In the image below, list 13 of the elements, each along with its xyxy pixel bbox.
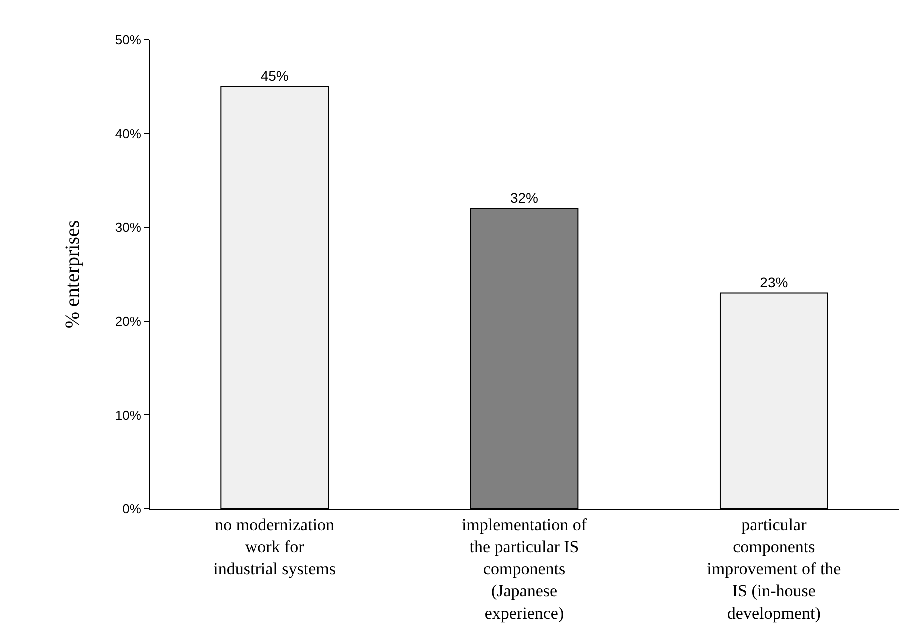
y-tick-label: 30% — [115, 220, 142, 236]
x-tick-label: implementation of the particular IS components (Japanese experience) — [462, 515, 588, 623]
x-tick-label: no modernization work for industrial systems — [214, 515, 336, 579]
y-tick-label: 10% — [115, 408, 142, 423]
y-tick-label: 0% — [122, 502, 142, 517]
data-label: 32% — [510, 190, 539, 206]
y-tick-label: 20% — [115, 314, 142, 329]
y-tick-label: 40% — [115, 126, 142, 142]
x-tick-label: particular components improvement of the IS (in-house development) — [707, 515, 842, 623]
y-axis-title: % enterprises — [62, 220, 84, 329]
data-label: 23% — [760, 274, 788, 290]
y-tick-label: 50% — [115, 32, 142, 48]
data-label: 45% — [260, 68, 289, 84]
